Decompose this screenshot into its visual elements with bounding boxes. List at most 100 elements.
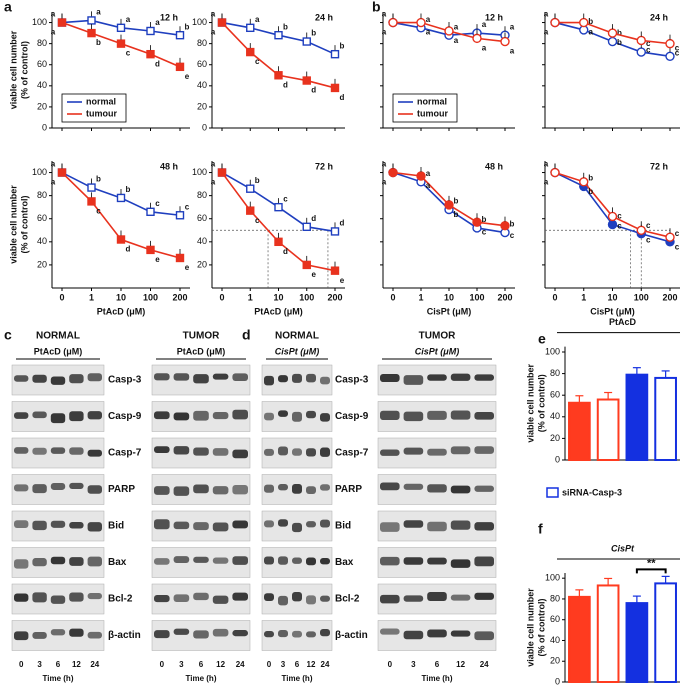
blot-band bbox=[14, 412, 29, 419]
marker bbox=[116, 193, 126, 203]
blot-band bbox=[474, 631, 494, 641]
marker bbox=[330, 266, 340, 275]
bar bbox=[654, 582, 677, 684]
x-axis-label: CisPt (μM) bbox=[590, 306, 635, 316]
blot-band bbox=[264, 484, 274, 493]
point-label: b bbox=[588, 187, 593, 196]
protein-label: Bcl-2 bbox=[108, 594, 133, 605]
point-label: c bbox=[255, 216, 260, 225]
y-tick-label: 60 bbox=[37, 59, 47, 69]
x-tick-label: 0 bbox=[59, 292, 64, 302]
x-axis-label: PtAcD (μM) bbox=[97, 306, 146, 316]
protein-label: PARP bbox=[108, 484, 135, 495]
point-label: a bbox=[426, 169, 431, 178]
y-tick-label: 20 bbox=[550, 433, 560, 443]
y-tick-label: 0 bbox=[555, 454, 560, 464]
chart-title: 72 h bbox=[315, 161, 333, 171]
blot-band bbox=[380, 482, 400, 491]
blot-band bbox=[173, 594, 190, 602]
point-label: a bbox=[211, 10, 216, 19]
x-tick-label: 0 bbox=[219, 292, 224, 302]
marker bbox=[246, 47, 255, 57]
bar bbox=[654, 376, 677, 462]
time-label: 24 bbox=[236, 660, 245, 669]
blot-treatment: CisPt (μM) bbox=[275, 346, 319, 356]
marker bbox=[607, 28, 618, 38]
blot-band bbox=[320, 519, 330, 528]
blot-band bbox=[212, 486, 229, 495]
y-tick-label: 80 bbox=[550, 593, 560, 603]
blot-band bbox=[173, 446, 190, 455]
blot-band bbox=[87, 631, 102, 639]
point-label: b bbox=[482, 215, 487, 224]
point-label: b bbox=[510, 220, 515, 229]
marker bbox=[274, 202, 283, 212]
marker bbox=[472, 217, 482, 227]
point-label: b bbox=[617, 29, 622, 38]
blot-band bbox=[320, 595, 330, 602]
blot-band bbox=[320, 628, 330, 637]
point-label: d bbox=[283, 80, 288, 89]
marker bbox=[274, 31, 283, 40]
protein-label: β-actin bbox=[108, 630, 141, 641]
time-label: 0 bbox=[267, 660, 272, 669]
y-axis-label: viable cell number bbox=[8, 30, 18, 109]
blot-band bbox=[173, 521, 190, 530]
point-label: a bbox=[482, 43, 487, 52]
series-line bbox=[221, 172, 336, 272]
y-tick-label: 60 bbox=[197, 213, 207, 223]
blot-band bbox=[173, 556, 190, 563]
blot-band bbox=[306, 557, 316, 566]
blot-band bbox=[69, 557, 84, 566]
protein-label: Bcl-2 bbox=[335, 594, 360, 605]
bar bbox=[568, 401, 591, 462]
marker bbox=[500, 220, 510, 231]
y-tick-label: 20 bbox=[550, 656, 560, 666]
point-label: e bbox=[312, 270, 317, 279]
blot-band bbox=[278, 556, 288, 565]
significance-bracket bbox=[635, 568, 667, 574]
blot-band bbox=[427, 521, 447, 532]
point-label: b bbox=[311, 29, 316, 38]
blot-treatment: PtAcD (μM) bbox=[34, 346, 83, 356]
marker bbox=[246, 23, 255, 33]
point-label: a bbox=[544, 10, 549, 19]
blot-band bbox=[87, 373, 102, 382]
blot-band bbox=[154, 373, 170, 381]
point-label: a bbox=[211, 28, 216, 37]
blot-band bbox=[450, 520, 471, 530]
blot-band bbox=[87, 411, 102, 420]
point-label: a bbox=[211, 160, 216, 169]
legend-label: siRNA-Casp-3 bbox=[562, 487, 622, 497]
marker bbox=[330, 49, 340, 59]
marker bbox=[175, 62, 185, 72]
point-label: a bbox=[51, 160, 56, 169]
blot-band bbox=[380, 556, 400, 566]
blot-band bbox=[193, 556, 209, 563]
x-axis-label: CisPt (μM) bbox=[427, 306, 472, 316]
marker bbox=[116, 23, 126, 33]
point-label: a bbox=[544, 28, 549, 37]
blot-band bbox=[50, 520, 66, 528]
marker bbox=[87, 183, 96, 192]
blot-band bbox=[50, 629, 66, 636]
x-tick-label: 100 bbox=[143, 292, 158, 302]
marker bbox=[607, 36, 618, 47]
blot-band bbox=[474, 592, 494, 600]
point-label: c bbox=[126, 49, 131, 58]
blot-band bbox=[32, 411, 47, 419]
point-label: e bbox=[155, 255, 160, 264]
blot-band bbox=[50, 413, 66, 424]
marker bbox=[500, 36, 510, 47]
point-label: d bbox=[126, 245, 131, 254]
blot-band bbox=[320, 447, 330, 457]
blot-band bbox=[154, 486, 170, 495]
blot-band bbox=[450, 410, 471, 420]
point-label: b bbox=[255, 176, 260, 185]
blot-band bbox=[14, 375, 29, 382]
marker bbox=[217, 18, 227, 27]
blot-band bbox=[306, 448, 316, 457]
panel-letter: d bbox=[242, 327, 251, 343]
x-tick-label: 10 bbox=[116, 292, 126, 302]
